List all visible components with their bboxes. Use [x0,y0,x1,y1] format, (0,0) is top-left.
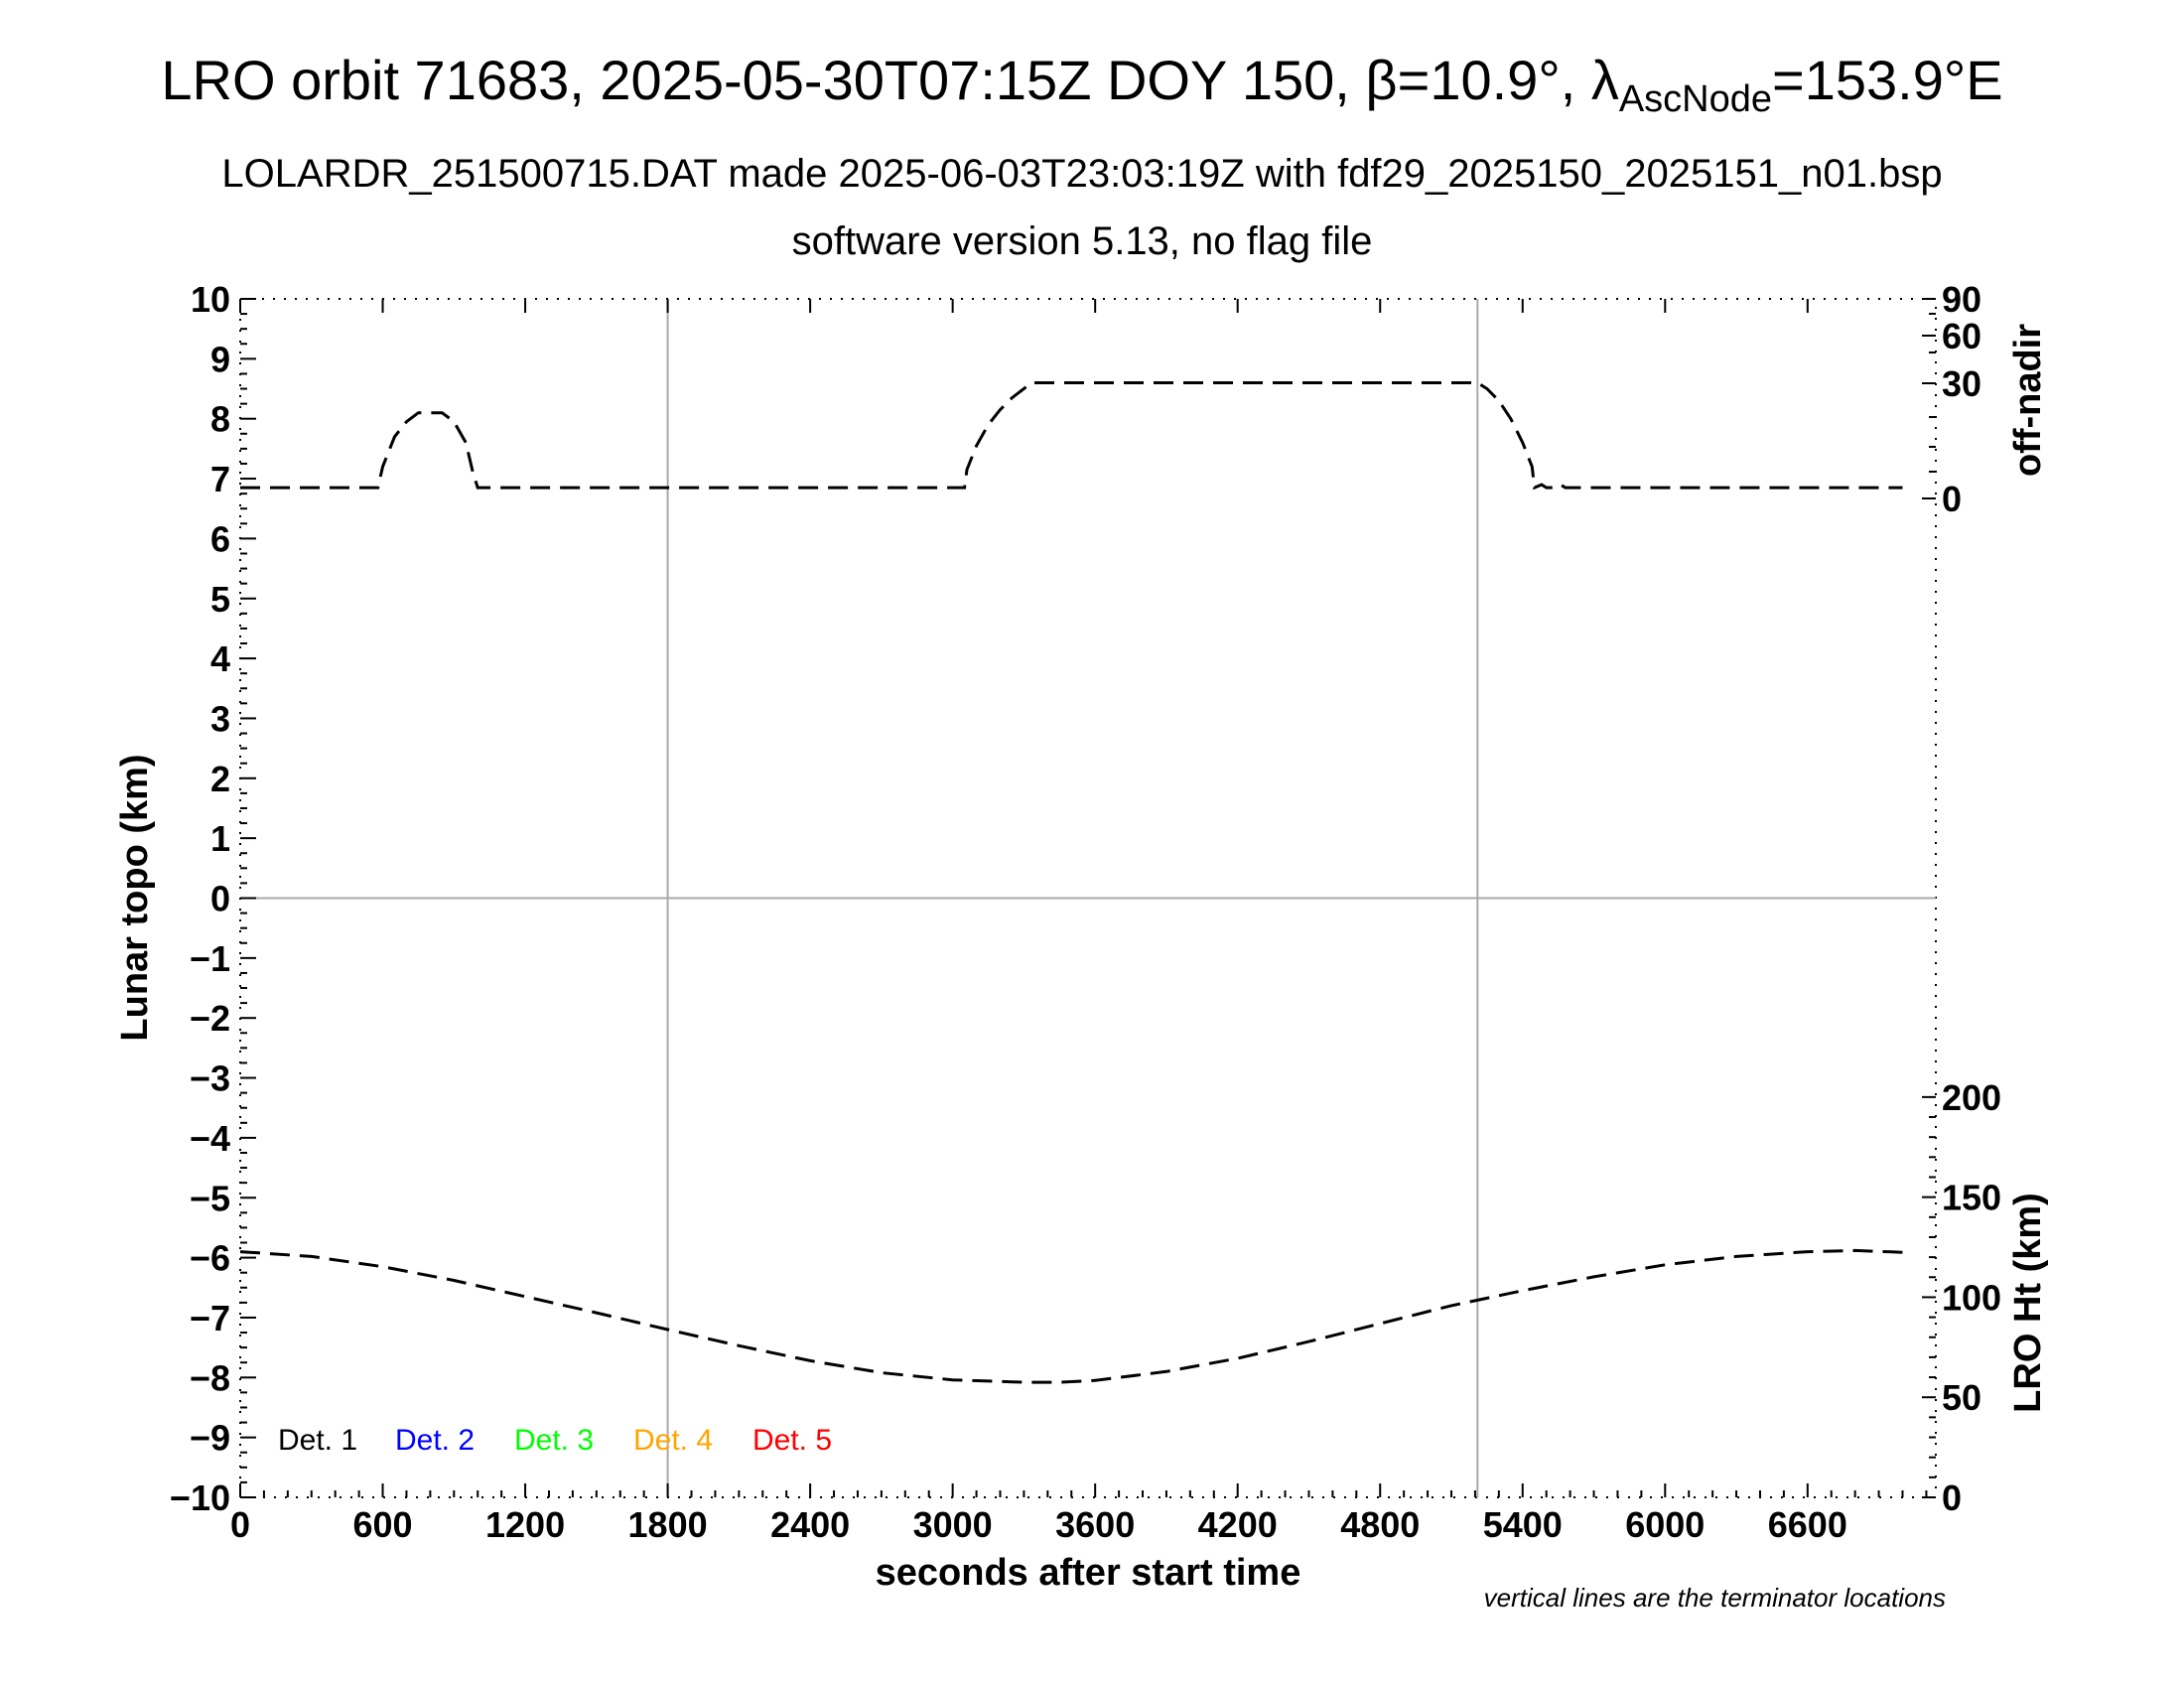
y-tick-label: 4 [210,638,230,679]
x-tick-label: 0 [230,1504,250,1545]
y-tick-label: −7 [190,1298,230,1338]
lro-height-axis-ticks: 200 150 100 50 0 [1922,1077,2001,1518]
off-nadir-tick-label: 0 [1942,479,1962,519]
x-tick-label: 3600 [1055,1504,1135,1545]
x-tick-label: 2400 [770,1504,850,1545]
x-tick-label: 6000 [1625,1504,1705,1545]
x-tick-label: 3000 [913,1504,993,1545]
off-nadir-tick-label: 30 [1942,363,1981,404]
y-tick-label: 10 [191,279,230,320]
lro-height-tick-label: 200 [1942,1077,2001,1118]
y-tick-label: −10 [170,1477,230,1518]
chart-subtitle: LOLARDR_251500715.DAT made 2025-06-03T23… [221,152,1942,196]
terminator-lines [666,299,1479,1497]
series-layer [239,381,1903,1384]
x-tick-label: 4200 [1198,1504,1278,1545]
lro-height-tick-label: 150 [1942,1178,2001,1218]
y-tick-label: 1 [210,818,230,859]
legend-item: Det. 5 [752,1424,832,1457]
y-tick-label: 8 [210,399,230,440]
y-tick-label: −3 [190,1058,230,1099]
y-tick-label: −9 [190,1418,230,1459]
y-tick-label: −1 [190,938,230,979]
legend-item: Det. 1 [278,1424,357,1457]
y-tick-label: 5 [210,579,230,620]
chart-title: LRO orbit 71683, 2025-05-30T07:15Z DOY 1… [161,49,2002,120]
chart-subtitle-version: software version 5.13, no flag file [792,219,1373,263]
off-nadir-tick-label: 60 [1942,316,1981,356]
x-tick-label: 600 [352,1504,412,1545]
legend-item: Det. 2 [395,1424,475,1457]
x-axis-label: seconds after start time [876,1552,1301,1594]
y-tick-label: 0 [210,879,230,919]
legend: Det. 1 Det. 2 Det. 3 Det. 4 Det. 5 [278,1424,832,1457]
y-tick-label: 3 [210,698,230,739]
x-tick-label: 5400 [1483,1504,1563,1545]
x-tick-label: 4800 [1340,1504,1420,1545]
x-tick-label: 1200 [485,1504,565,1545]
y-axis-label-right-bottom: LRO Ht (km) [2007,1193,2049,1413]
y-tick-label: 6 [210,518,230,559]
lro-height-tick-label: 50 [1942,1377,1981,1418]
y-axis-label-right-top: off-nadir [2007,324,2049,477]
legend-item: Det. 4 [633,1424,713,1457]
lro-height-tick-label: 100 [1942,1277,2001,1318]
x-tick-label: 1800 [628,1504,708,1545]
y-tick-label: −8 [190,1357,230,1398]
series-line-lro-ht [239,1248,1903,1384]
series-line-off-nadir [240,381,1903,491]
off-nadir-tick-label: 90 [1942,279,1981,320]
y-tick-label: −4 [190,1118,230,1159]
x-tick-label: 6600 [1768,1504,1847,1545]
x-axis-ticks: 0 600 1200 1800 2400 3000 3600 4200 4800 5400 6000… [230,299,1928,1545]
y-tick-label: 2 [210,759,230,799]
y-tick-label: −5 [190,1178,230,1218]
y-tick-label: −2 [190,998,230,1039]
terminator-note: vertical lines are the terminator locati… [1484,1583,1946,1613]
y-tick-label: −6 [190,1238,230,1279]
y-tick-label: 7 [210,459,230,499]
y-axis-label-left: Lunar topo (km) [114,754,156,1041]
legend-item: Det. 3 [514,1424,594,1457]
lro-height-tick-label: 0 [1942,1477,1962,1518]
y-tick-label: 9 [210,339,230,379]
